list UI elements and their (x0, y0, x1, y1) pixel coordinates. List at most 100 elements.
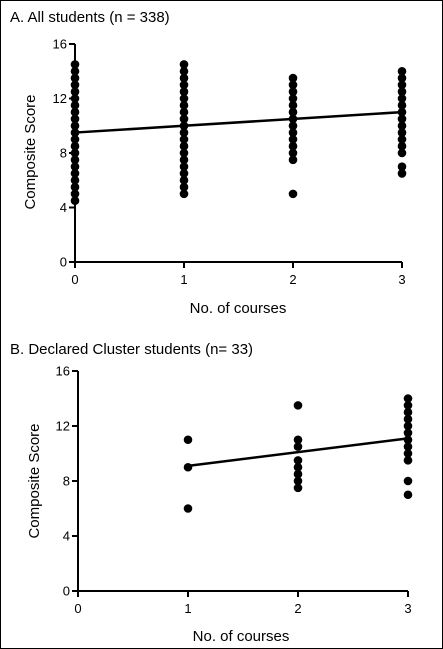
panel-a-data-point (179, 189, 189, 199)
panel-a-title: A. All students (n = 338) (10, 9, 170, 26)
panel-b-data-point (403, 456, 413, 465)
panel-a-data-point (70, 66, 80, 76)
panel-a-data-point (70, 87, 80, 96)
panel-a-y-tick-label: 12 (53, 91, 67, 106)
panel-a-data-point (179, 107, 189, 117)
panel-a-data-point (288, 135, 298, 144)
panel-a-data-point (70, 121, 80, 131)
panel-b-y-tick-label: 8 (63, 474, 70, 489)
panel-a-data-point (397, 128, 407, 137)
panel-b-y-tick-label: 4 (63, 529, 70, 544)
panel-a-data-point (70, 73, 80, 83)
panel-b-data-point (403, 428, 413, 438)
panel-a-data-point (70, 141, 80, 151)
panel-a-data-point (70, 107, 80, 117)
panel-a-data-point (397, 114, 407, 124)
panel-a-data-point (397, 94, 407, 103)
panel-a-data-point (288, 94, 298, 103)
panel-a-data-point (70, 148, 80, 158)
panel-b-data-point (403, 435, 413, 445)
panel-b-x-tick-label: 3 (404, 601, 411, 616)
panel-a-x-tick-label: 3 (398, 272, 405, 287)
panel-b-data-point (293, 476, 303, 486)
panel-b-data-point (293, 469, 303, 479)
panel-a-data-point (288, 189, 298, 199)
panel-a-data-point (288, 73, 298, 83)
panel-b-x-tick-label: 2 (294, 601, 301, 616)
panel-a-y-tick-label: 0 (60, 255, 67, 270)
panel-a-data-point (288, 155, 298, 165)
panel-b-data-point (403, 490, 413, 500)
panel-a: A. All students (n = 338) Composite Scor… (10, 9, 407, 317)
panel-a-y-tick-label: 8 (60, 146, 67, 161)
panel-a-data-point (288, 80, 298, 90)
panel-a-data-point (70, 169, 80, 178)
panel-a-data-point (397, 66, 407, 76)
panel-b-data-point (403, 442, 413, 451)
panel-a-data-point (179, 66, 189, 76)
panel-a-data-point (70, 101, 80, 110)
panel-a-data-point (70, 189, 80, 199)
panel-b-data-point (293, 435, 303, 445)
panel-a-data-point (179, 60, 189, 69)
panel-b-data-point (403, 421, 413, 431)
panel-a-data-point (70, 175, 80, 185)
panel-b-y-tick-label: 0 (63, 584, 70, 599)
panel-b-x-tick-label: 0 (74, 601, 81, 616)
panel-a-data-point (397, 135, 407, 144)
panel-a-data-point (179, 121, 189, 131)
panel-b-x-axis-label: No. of courses (193, 628, 290, 645)
panel-a-data-point (397, 73, 407, 83)
panel-a-data-point (288, 101, 298, 110)
panel-b-data-point (183, 504, 193, 513)
panel-a-data-point (70, 155, 80, 165)
panel-b-data-point (403, 414, 413, 424)
panel-a-data-point (397, 80, 407, 90)
panel-a-data-point (179, 141, 189, 151)
panel-b-y-tick-label: 12 (56, 419, 70, 434)
panel-a-data-point (179, 175, 189, 185)
panel-a-data-point (179, 73, 189, 83)
panel-a-data-point (70, 135, 80, 144)
panel-a-data-point (179, 80, 189, 90)
panel-a-trend-line (74, 110, 403, 134)
panel-b-data-point (293, 401, 303, 410)
panel-a-data-point (397, 121, 407, 131)
panel-b-data-point (403, 407, 413, 417)
panel-b-data-point (293, 462, 303, 472)
panel-a-data-point (70, 114, 80, 124)
panel-a-data-point (179, 155, 189, 165)
panel-b-data-point (293, 483, 303, 493)
panel-b-y-axis-label: Composite Score (26, 423, 43, 538)
panel-b-data-point (183, 462, 193, 472)
panel-a-data-point (70, 94, 80, 103)
panel-a-data-point (397, 87, 407, 96)
panel-a-data-point (397, 169, 407, 178)
panel-b-data-point (403, 476, 413, 486)
panel-a-data-point (397, 107, 407, 117)
panel-a-data-point (179, 87, 189, 96)
panel-a-y-axis-label: Composite Score (22, 94, 39, 209)
panel-b-trend-line (187, 437, 409, 468)
panel-b-data-point (403, 394, 413, 403)
panel-a-y-tick-label: 4 (60, 200, 67, 215)
panel-a-data-point (179, 128, 189, 137)
panel-a-data-point (288, 114, 298, 124)
panel-b-data-point (403, 401, 413, 410)
panel-a-data-point (397, 148, 407, 158)
panel-a-data-point (179, 135, 189, 144)
panel-a-data-point (70, 162, 80, 171)
panel-b-data-point (183, 435, 193, 445)
panel-a-x-tick-label: 0 (71, 272, 78, 287)
panel-a-data-point (288, 148, 298, 158)
panel-a-data-point (397, 141, 407, 151)
panel-a-data-point (288, 107, 298, 117)
panel-b-data-point (293, 442, 303, 451)
panel-a-data-point (288, 121, 298, 131)
panel-a-data-point (397, 101, 407, 110)
panel-b-title: B. Declared Cluster students (n= 33) (10, 341, 253, 358)
panel-a-data-point (70, 60, 80, 69)
